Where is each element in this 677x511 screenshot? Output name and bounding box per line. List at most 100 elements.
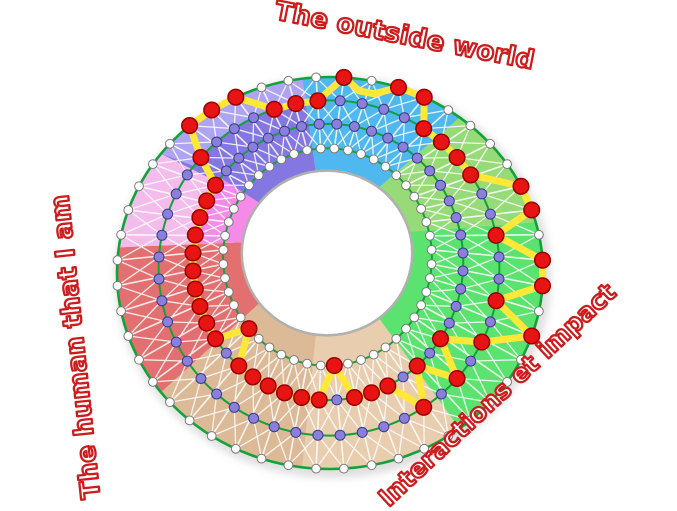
node-spoke7-ring1[interactable] bbox=[485, 138, 496, 149]
node-spoke46-ring4[interactable] bbox=[289, 149, 299, 159]
node-spoke28-ring2[interactable] bbox=[248, 412, 260, 424]
node-spoke36-ring2[interactable] bbox=[153, 273, 165, 285]
node-spoke38-ring4[interactable] bbox=[220, 230, 231, 241]
node-spoke14-ring3[interactable] bbox=[455, 283, 467, 295]
node-spoke30-ring4[interactable] bbox=[253, 333, 264, 344]
selected-node-spoke26-ring3[interactable] bbox=[293, 388, 311, 407]
node-spoke19-ring4[interactable] bbox=[391, 333, 402, 344]
node-spoke43-ring4[interactable] bbox=[253, 170, 264, 181]
node-spoke16-ring1[interactable] bbox=[516, 354, 526, 365]
node-spoke41-ring2[interactable] bbox=[181, 169, 193, 181]
node-spoke20-ring4[interactable] bbox=[380, 342, 391, 353]
node-spoke25-ring1[interactable] bbox=[311, 463, 322, 474]
node-spoke39-ring1[interactable] bbox=[123, 205, 134, 215]
selected-node-spoke24-ring4[interactable] bbox=[325, 356, 343, 375]
node-spoke8-ring3[interactable] bbox=[435, 179, 446, 191]
selected-node-spoke4-ring1[interactable] bbox=[415, 88, 433, 106]
node-spoke20-ring3[interactable] bbox=[397, 371, 409, 383]
node-spoke47-ring3[interactable] bbox=[296, 121, 308, 132]
node-spoke14-ring4[interactable] bbox=[425, 273, 435, 284]
node-spoke37-ring1[interactable] bbox=[112, 255, 123, 266]
node-spoke35-ring4[interactable] bbox=[220, 273, 231, 284]
node-spoke24-ring2[interactable] bbox=[334, 429, 346, 441]
node-spoke13-ring4[interactable] bbox=[426, 259, 437, 270]
node-spoke43-ring3[interactable] bbox=[233, 152, 245, 164]
node-spoke6-ring1[interactable] bbox=[465, 120, 476, 131]
node-spoke38-ring1[interactable] bbox=[116, 229, 126, 240]
node-spoke34-ring1[interactable] bbox=[123, 331, 134, 341]
node-spoke32-ring2[interactable] bbox=[181, 355, 193, 367]
node-spoke3-ring4[interactable] bbox=[356, 149, 366, 159]
selected-node-spoke14-ring2[interactable] bbox=[487, 292, 505, 310]
node-spoke17-ring1[interactable] bbox=[502, 377, 513, 387]
node-spoke37-ring2[interactable] bbox=[153, 251, 165, 263]
selected-node-spoke35-ring3[interactable] bbox=[186, 280, 204, 298]
node-spoke44-ring3[interactable] bbox=[247, 141, 259, 153]
selected-node-spoke45-ring1[interactable] bbox=[227, 88, 245, 106]
node-spoke13-ring3[interactable] bbox=[457, 265, 469, 277]
node-spoke39-ring2[interactable] bbox=[162, 208, 174, 220]
node-spoke26-ring2[interactable] bbox=[290, 426, 302, 438]
node-spoke6-ring4[interactable] bbox=[391, 170, 402, 181]
node-spoke2-ring1[interactable] bbox=[366, 75, 377, 86]
selected-node-spoke36-ring3[interactable] bbox=[184, 262, 202, 280]
node-spoke11-ring1[interactable] bbox=[534, 229, 544, 240]
node-spoke27-ring2[interactable] bbox=[268, 421, 280, 433]
selected-node-spoke12-ring1[interactable] bbox=[533, 251, 552, 269]
node-spoke31-ring2[interactable] bbox=[195, 373, 207, 384]
node-spoke29-ring4[interactable] bbox=[264, 342, 275, 353]
selected-node-spoke11-ring2[interactable] bbox=[487, 226, 505, 244]
node-spoke8-ring1[interactable] bbox=[502, 159, 513, 170]
selected-node-spoke28-ring3[interactable] bbox=[259, 377, 277, 395]
selected-node-spoke32-ring3[interactable] bbox=[206, 330, 225, 348]
node-spoke9-ring4[interactable] bbox=[416, 204, 427, 214]
node-spoke10-ring3[interactable] bbox=[450, 212, 462, 224]
node-spoke7-ring4[interactable] bbox=[401, 180, 411, 191]
selected-node-spoke13-ring1[interactable] bbox=[533, 277, 552, 295]
selected-node-spoke15-ring1[interactable] bbox=[523, 327, 541, 345]
node-spoke42-ring3[interactable] bbox=[220, 165, 232, 177]
node-spoke13-ring2[interactable] bbox=[493, 273, 505, 285]
node-spoke32-ring1[interactable] bbox=[148, 377, 158, 387]
node-spoke6-ring3[interactable] bbox=[411, 152, 423, 164]
node-spoke36-ring1[interactable] bbox=[112, 280, 123, 291]
node-spoke24-ring3[interactable] bbox=[331, 394, 343, 406]
node-spoke47-ring1[interactable] bbox=[283, 75, 294, 86]
node-spoke17-ring4[interactable] bbox=[409, 312, 420, 323]
node-spoke44-ring4[interactable] bbox=[264, 161, 275, 172]
node-spoke12-ring4[interactable] bbox=[426, 245, 437, 255]
selected-node-spoke19-ring3[interactable] bbox=[408, 357, 426, 375]
node-spoke46-ring3[interactable] bbox=[279, 125, 290, 137]
node-spoke18-ring4[interactable] bbox=[401, 323, 411, 334]
node-spoke12-ring2[interactable] bbox=[493, 251, 505, 263]
selected-node-spoke17-ring3[interactable] bbox=[431, 330, 450, 348]
node-spoke17-ring2[interactable] bbox=[465, 355, 477, 367]
node-spoke34-ring2[interactable] bbox=[162, 316, 174, 328]
node-spoke9-ring3[interactable] bbox=[443, 195, 455, 207]
node-spoke10-ring2[interactable] bbox=[484, 208, 496, 220]
selected-node-spoke38-ring3[interactable] bbox=[186, 226, 204, 244]
selected-node-spoke43-ring1[interactable] bbox=[181, 117, 199, 135]
node-spoke22-ring2[interactable] bbox=[378, 421, 390, 433]
node-spoke2-ring4[interactable] bbox=[343, 145, 353, 156]
node-spoke8-ring4[interactable] bbox=[409, 191, 420, 202]
selected-node-spoke16-ring2[interactable] bbox=[473, 333, 491, 351]
node-spoke5-ring1[interactable] bbox=[443, 105, 454, 115]
selected-node-spoke6-ring2[interactable] bbox=[432, 133, 450, 151]
selected-node-spoke8-ring2[interactable] bbox=[462, 166, 480, 184]
node-spoke45-ring3[interactable] bbox=[262, 132, 274, 144]
node-spoke3-ring2[interactable] bbox=[378, 103, 390, 115]
node-spoke23-ring4[interactable] bbox=[343, 358, 353, 369]
selected-node-spoke41-ring3[interactable] bbox=[206, 176, 225, 194]
selected-node-spoke37-ring3[interactable] bbox=[184, 244, 202, 262]
node-spoke2-ring3[interactable] bbox=[348, 121, 360, 132]
node-spoke36-ring4[interactable] bbox=[218, 259, 229, 270]
selected-node-spoke33-ring3[interactable] bbox=[198, 314, 216, 332]
selected-node-spoke31-ring4[interactable] bbox=[240, 320, 258, 338]
selected-node-spoke22-ring3[interactable] bbox=[362, 384, 381, 402]
selected-node-spoke9-ring1[interactable] bbox=[512, 177, 530, 195]
node-spoke25-ring2[interactable] bbox=[312, 429, 324, 441]
selected-node-spoke34-ring3[interactable] bbox=[191, 297, 209, 315]
node-spoke15-ring3[interactable] bbox=[450, 300, 462, 312]
node-spoke41-ring4[interactable] bbox=[235, 191, 246, 202]
